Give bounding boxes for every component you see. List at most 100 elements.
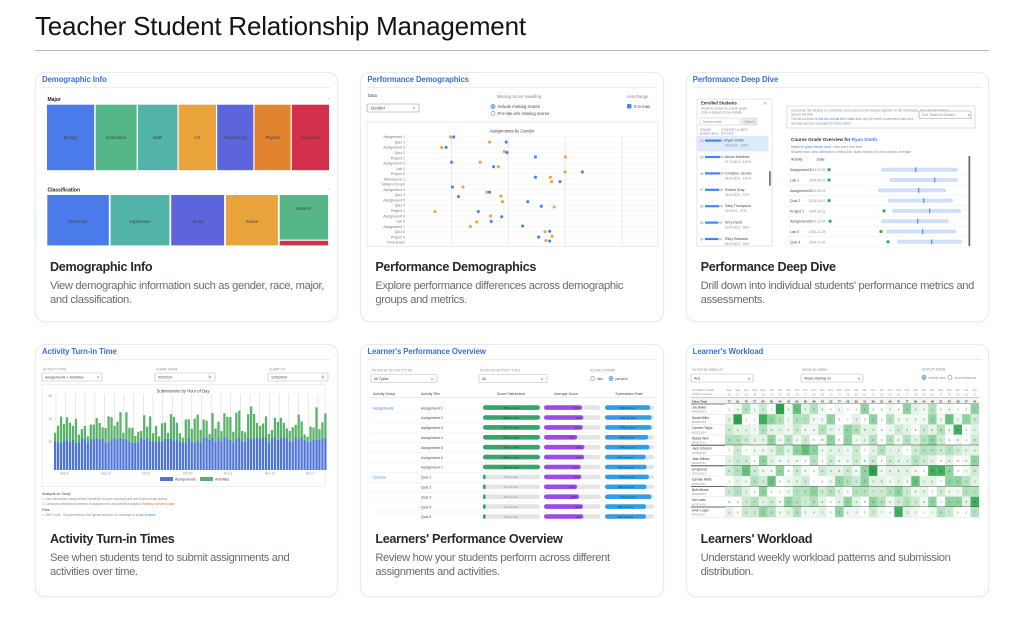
svg-text:88% on time: 88% on time [504,465,520,469]
svg-text:9: 9 [864,479,866,483]
svg-text:5: 5 [728,490,730,494]
svg-text:5: 5 [931,479,933,483]
svg-text:2: 2 [737,428,739,432]
svg-text:Project 4: Project 4 [391,235,405,239]
svg-text:Quiz 4: Quiz 4 [790,240,800,244]
svg-text:All Types: All Types [374,377,389,381]
svg-text:6: 6 [796,407,798,411]
svg-text:1: 1 [906,490,908,494]
svg-text:5: 5 [965,459,967,463]
svg-text:4: 4 [957,469,959,473]
svg-text:4: 4 [914,500,916,504]
svg-text:17: 17 [837,393,841,397]
svg-text:1: 1 [813,479,815,483]
svg-text:9: 9 [889,459,891,463]
svg-text:7: 7 [779,407,781,411]
svg-text:Eli Spence: Eli Spence [692,467,707,471]
svg-text:FILTER BY ACTIVITY TITLE: FILTER BY ACTIVITY TITLE [480,369,520,373]
svg-text:8: 8 [897,438,899,442]
svg-text:96.2/100.0 - 100%: 96.2/100.0 - 100% [725,176,751,180]
svg-text:7: 7 [754,500,756,504]
svg-text:6: 6 [923,459,925,463]
svg-text:Junior: Junior [192,219,204,224]
svg-text:CS101 Calculus: CS101 Calculus [692,392,713,396]
svg-text:0: 0 [965,449,967,453]
svg-text:0: 0 [737,407,739,411]
svg-text:2: 2 [754,510,756,514]
svg-text:2: 2 [762,490,764,494]
svg-text:6: 6 [754,490,756,494]
svg-text:ACTIVITY TYPE: ACTIVITY TYPE [43,368,66,372]
svg-text:Masters: Masters [296,206,311,211]
svg-text:3: 3 [906,479,908,483]
svg-text:7: 7 [881,510,883,514]
svg-text:77: 77 [837,399,841,403]
svg-text:03: 03 [753,393,757,397]
svg-text:Major: Major [48,97,61,103]
svg-text:9: 9 [923,500,925,504]
svg-text:All: All [482,377,486,381]
svg-text:0: 0 [745,479,747,483]
svg-text:7: 7 [872,510,874,514]
svg-text:Carmen Taylor: Carmen Taylor [692,426,714,430]
svg-text:3: 3 [864,418,866,422]
svg-text:2: 2 [965,510,967,514]
svg-text:#20250614: #20250614 [692,430,706,434]
svg-text:5: 5 [889,438,891,442]
svg-text:Christine Jacobs: Christine Jacobs [725,171,752,175]
svg-text:80%: 80% [573,465,579,469]
svg-text:8: 8 [804,428,806,432]
svg-text:9: 9 [974,500,976,504]
svg-text:10: 10 [897,393,901,397]
svg-text:25: 25 [880,399,884,403]
svg-text:24: 24 [880,393,884,397]
svg-text:#20250413: #20250413 [692,472,706,476]
svg-text:Math: Math [153,135,163,140]
svg-text:8: 8 [830,490,832,494]
svg-text:1: 1 [931,459,933,463]
svg-text:17: 17 [770,393,774,397]
svg-text:3: 3 [821,418,823,422]
svg-text:5: 5 [872,469,874,473]
svg-text:2024-09-09: 2024-09-09 [809,168,826,172]
svg-text:8: 8 [881,500,883,504]
svg-text:8: 8 [872,459,874,463]
svg-text:1: 1 [923,479,925,483]
svg-text:Customize the viewing of a pro: Customize the viewing of a professor and… [791,109,950,113]
svg-text:6: 6 [821,490,823,494]
svg-text:1: 1 [762,500,764,504]
svg-text:21: 21 [939,399,943,403]
svg-text:Assignments + Activities: Assignments + Activities [45,376,84,380]
svg-text:1: 1 [770,407,772,411]
svg-text:1: 1 [864,438,866,442]
svg-text:92/100.0 - 97%: 92/100.0 - 97% [725,209,747,213]
svg-text:3: 3 [813,469,815,473]
svg-text:9: 9 [914,418,916,422]
svg-text:94% on time: 94% on time [618,485,634,489]
svg-text:Final Exam: Final Exam [387,241,405,245]
svg-text:(90 total): (90 total) [721,132,734,136]
svg-text:Senior: Senior [246,219,259,224]
svg-text:2: 2 [821,428,823,432]
svg-text:Missing Score Handling: Missing Score Handling [497,94,542,99]
svg-text:98: 98 [812,399,816,403]
svg-text:9: 9 [796,479,798,483]
svg-text:6: 6 [787,438,789,442]
svg-text:Sort: Recent to Earliest: Sort: Recent to Earliest [922,113,955,117]
svg-text:3: 3 [948,479,950,483]
svg-text:raw: raw [597,377,603,381]
svg-text:0: 0 [881,418,883,422]
svg-text:8: 8 [881,428,883,432]
svg-text:2024-12-02: 2024-12-02 [809,240,826,244]
svg-text:7: 7 [804,500,806,504]
svg-text:80%: 80% [577,455,583,459]
svg-text:5: 5 [762,407,764,411]
svg-text:Date: Date [817,158,825,162]
svg-text:Switch to grade trends chart -: Switch to grade trends chart - view tren… [791,145,862,149]
svg-text:24: 24 [947,393,951,397]
svg-text:⌃: ⌃ [327,188,331,193]
svg-text:5: 5 [881,459,883,463]
svg-text:Assignment 4: Assignment 4 [421,436,443,440]
svg-text:Dec: Dec [836,388,842,392]
svg-text:4: 4 [948,428,950,432]
